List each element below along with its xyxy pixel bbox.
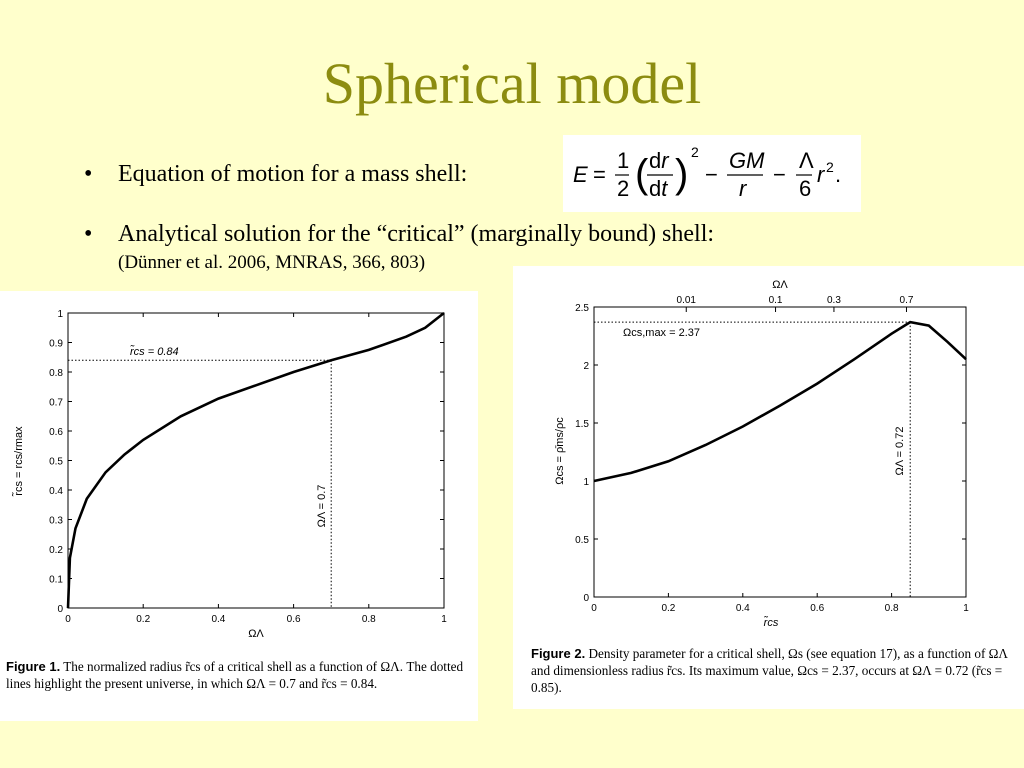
x-tick-label: 1 <box>963 603 969 614</box>
annotation-omega: ΩΛ = 0.7 <box>316 485 328 528</box>
top-axis-label: ΩΛ <box>772 279 788 291</box>
svg-text:GM: GM <box>729 148 765 173</box>
svg-text:dt: dt <box>649 176 668 201</box>
figure-2: 0 0.2 0.4 0.6 0.8 1 0 0.5 1 1.5 2 2.5 0.01 0.1 0.3 0.7 … <box>513 266 1024 709</box>
top-axis-tick-label: 0.3 <box>827 295 841 306</box>
x-tick-label: 0.2 <box>136 614 150 625</box>
top-axis-tick-label: 0.01 <box>677 295 697 306</box>
y-tick-label: 0 <box>583 593 589 604</box>
x-tick-label: 1 <box>441 614 447 625</box>
svg-text:r: r <box>739 176 748 201</box>
annotation-omega-max: Ωcs,max = 2.37 <box>623 327 700 339</box>
caption-label: Figure 2. <box>531 646 586 661</box>
top-axis-tick-label: 0.1 <box>769 295 783 306</box>
x-tick-label: 0.4 <box>736 603 750 614</box>
svg-text:=: = <box>593 162 606 187</box>
svg-text:r: r <box>817 162 826 187</box>
figure-1: 0 0.2 0.4 0.6 0.8 1 0 0.1 0.2 0.3 0.4 0.5 0.6 0.7 0.8 0… <box>0 291 478 721</box>
x-tick-label: 0.8 <box>362 614 376 625</box>
x-tick-label: 0.4 <box>211 614 225 625</box>
x-tick-label: 0.8 <box>885 603 899 614</box>
y-tick-label: 0.5 <box>49 457 63 468</box>
y-axis-label: r̃cs = rcs/rmax <box>12 426 25 497</box>
y-tick-label: 2 <box>583 361 589 372</box>
equation-image: E = 1 2 ( dr dt ) 2 − GM r − Λ 6 r 2 . <box>563 135 861 212</box>
top-axis-tick-label: 0.7 <box>900 295 914 306</box>
x-tick-label: 0.6 <box>810 603 824 614</box>
x-tick-label: 0.2 <box>661 603 675 614</box>
y-tick-label: 0.3 <box>49 516 63 527</box>
figure-1-plot: 0 0.2 0.4 0.6 0.8 1 0 0.1 0.2 0.3 0.4 0.5 0.6 0.7 0.8 0… <box>12 309 447 640</box>
svg-text:−: − <box>705 162 718 187</box>
figure-1-caption: Figure 1. The normalized radius r̃cs of … <box>6 658 472 692</box>
svg-text:6: 6 <box>799 176 811 201</box>
svg-text:dr: dr <box>649 148 670 173</box>
svg-text:(: ( <box>635 152 649 196</box>
svg-text:Λ: Λ <box>799 148 814 173</box>
svg-text:.: . <box>835 162 841 187</box>
y-tick-label: 0.8 <box>49 368 63 379</box>
x-axis-label: ΩΛ <box>248 628 264 640</box>
caption-text: The normalized radius r̃cs of a critical… <box>6 659 464 691</box>
y-tick-label: 0.6 <box>49 427 63 438</box>
figure-2-caption: Figure 2. Density parameter for a critic… <box>531 645 1017 696</box>
svg-text:): ) <box>675 152 688 196</box>
plot-frame <box>67 312 445 609</box>
bullet-marker: • <box>84 161 93 187</box>
equation-svg: E = 1 2 ( dr dt ) 2 − GM r − Λ 6 r 2 . <box>573 144 841 201</box>
slide-title: Spherical model <box>322 51 702 116</box>
bullet-text: Equation of motion for a mass shell: <box>118 161 468 187</box>
plot-frame <box>593 306 967 598</box>
y-tick-label: 0.2 <box>49 545 63 556</box>
caption-label: Figure 1. <box>6 659 61 674</box>
figure-2-plot: 0 0.2 0.4 0.6 0.8 100.511.522.50.01 0.1 0.3 0.7 … <box>554 279 969 629</box>
svg-text:2: 2 <box>617 176 629 201</box>
y-tick-label: 0.9 <box>49 339 63 350</box>
svg-text:2: 2 <box>691 144 699 160</box>
x-axis-label: r̃cs <box>763 616 779 629</box>
y-tick-label: 0.5 <box>575 535 589 546</box>
svg-text:2: 2 <box>826 159 834 175</box>
y-tick-label: 0.4 <box>49 486 63 497</box>
x-tick-label: 0 <box>65 614 71 625</box>
y-tick-label: 1 <box>583 477 589 488</box>
caption-text: Density parameter for a critical shell, … <box>531 646 1008 695</box>
y-tick-label: 1.5 <box>575 419 589 430</box>
y-tick-label: 2.5 <box>575 303 589 314</box>
svg-text:E: E <box>573 162 588 187</box>
svg-text:−: − <box>773 162 786 187</box>
y-tick-label: 0.7 <box>49 398 63 409</box>
y-axis-label: Ωcs = ρ̄ms/ρc <box>554 417 566 485</box>
y-tick-label: 0 <box>57 604 63 615</box>
x-tick-label: 0.6 <box>287 614 301 625</box>
svg-text:1: 1 <box>617 148 629 173</box>
data-line <box>66 311 445 609</box>
y-tick-label: 0.1 <box>49 575 63 586</box>
citation: (Dünner et al. 2006, MNRAS, 366, 803) <box>118 252 426 273</box>
annotation-rcs: r̃cs = 0.84 <box>130 345 179 358</box>
data-line <box>593 320 967 483</box>
annotation-omega: ΩΛ = 0.72 <box>894 427 906 476</box>
y-tick-label: 1 <box>57 309 63 320</box>
bullet-marker: • <box>84 221 93 247</box>
bullet-text: Analytical solution for the “critical” (… <box>118 221 715 247</box>
x-tick-label: 0 <box>591 603 597 614</box>
